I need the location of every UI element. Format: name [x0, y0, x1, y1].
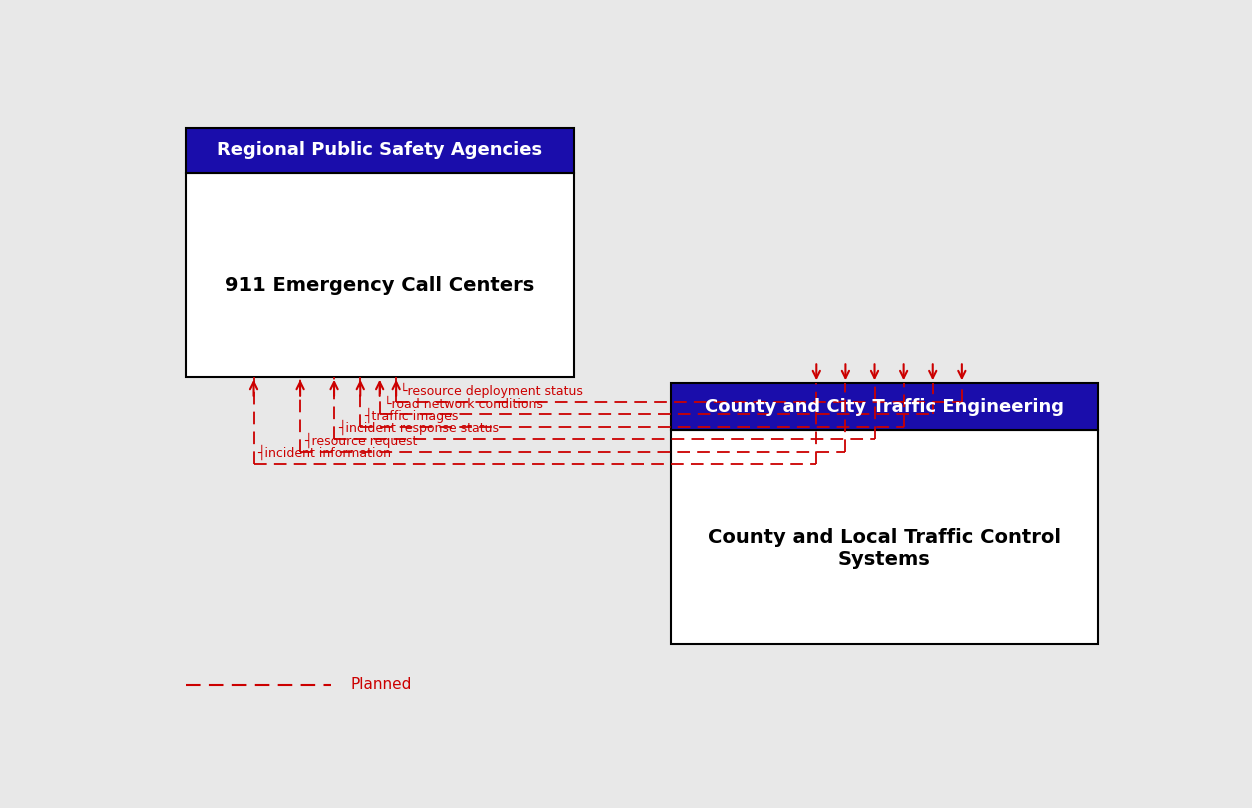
- Text: Planned: Planned: [351, 677, 412, 692]
- Text: County and City Traffic Engineering: County and City Traffic Engineering: [705, 398, 1064, 415]
- Text: ┤traffic images: ┤traffic images: [364, 407, 458, 423]
- Text: Regional Public Safety Agencies: Regional Public Safety Agencies: [217, 141, 542, 159]
- Text: └resource deployment status: └resource deployment status: [401, 383, 583, 398]
- Text: └road network conditions: └road network conditions: [383, 398, 542, 410]
- Bar: [671, 430, 1098, 645]
- Bar: [671, 383, 1098, 430]
- Bar: [185, 173, 573, 377]
- Text: ┤resource request: ┤resource request: [304, 432, 417, 448]
- Text: ┤incident information: ┤incident information: [258, 445, 392, 461]
- Text: ┤incident response status: ┤incident response status: [338, 420, 500, 436]
- Text: County and Local Traffic Control
Systems: County and Local Traffic Control Systems: [707, 528, 1060, 569]
- Text: 911 Emergency Call Centers: 911 Emergency Call Centers: [225, 276, 535, 295]
- Bar: [185, 128, 573, 173]
